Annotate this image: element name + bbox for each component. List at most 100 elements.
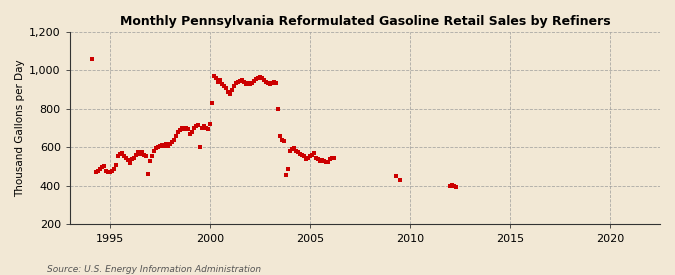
Point <box>136 150 147 155</box>
Point <box>134 152 145 156</box>
Point <box>198 124 209 128</box>
Point <box>151 146 161 151</box>
Point <box>279 139 290 143</box>
Point <box>97 164 107 169</box>
Point <box>95 166 105 171</box>
Point <box>138 153 149 157</box>
Point <box>211 76 221 80</box>
Point <box>182 127 193 131</box>
Point <box>178 127 189 131</box>
Point <box>109 166 119 171</box>
Point <box>140 154 151 158</box>
Point <box>240 82 251 86</box>
Point <box>246 81 257 85</box>
Point <box>238 80 249 84</box>
Point <box>194 145 205 150</box>
Point <box>292 150 303 155</box>
Point <box>304 154 315 158</box>
Point <box>290 149 301 153</box>
Point <box>294 152 305 156</box>
Point <box>317 158 327 162</box>
Point <box>321 160 331 164</box>
Point <box>209 74 219 78</box>
Point <box>118 154 129 158</box>
Point <box>167 139 178 144</box>
Point <box>281 173 292 178</box>
Point <box>286 147 297 152</box>
Point <box>172 130 183 134</box>
Point <box>165 141 176 146</box>
Point <box>130 153 141 157</box>
Point <box>113 154 124 158</box>
Point <box>184 132 195 136</box>
Point <box>161 141 171 146</box>
Point <box>242 81 253 85</box>
Point <box>302 156 313 160</box>
Point <box>196 126 207 130</box>
Point <box>284 149 295 153</box>
Point <box>116 151 127 155</box>
Point <box>148 149 159 153</box>
Point <box>327 156 338 160</box>
Point <box>207 101 217 105</box>
Point <box>163 144 173 149</box>
Point <box>275 134 286 138</box>
Point <box>282 166 293 171</box>
Point <box>310 156 321 160</box>
Point <box>329 156 340 160</box>
Point <box>273 107 284 111</box>
Point <box>250 77 261 81</box>
Point <box>298 154 309 158</box>
Point <box>105 169 115 174</box>
Point <box>107 168 117 173</box>
Point <box>200 126 211 130</box>
Point <box>271 81 281 85</box>
Point <box>190 124 201 128</box>
Point <box>101 168 111 173</box>
Point <box>202 127 213 131</box>
Point <box>256 76 267 80</box>
Point <box>86 57 97 61</box>
Point <box>296 153 307 157</box>
Point <box>176 126 187 130</box>
Point <box>126 157 137 161</box>
Point <box>221 86 232 90</box>
Point <box>153 145 163 150</box>
Point <box>115 152 126 156</box>
Point <box>447 183 458 187</box>
Point <box>263 81 273 85</box>
Point <box>323 160 333 164</box>
Point <box>99 164 109 168</box>
Title: Monthly Pennsylvania Reformulated Gasoline Retail Sales by Refiners: Monthly Pennsylvania Reformulated Gasoli… <box>119 15 610 28</box>
Point <box>142 172 153 177</box>
Point <box>308 151 319 155</box>
Point <box>391 174 402 178</box>
Point <box>132 150 143 155</box>
Point <box>186 130 197 134</box>
Y-axis label: Thousand Gallons per Day: Thousand Gallons per Day <box>15 59 25 197</box>
Point <box>450 185 461 189</box>
Point <box>288 146 299 151</box>
Point <box>394 178 405 182</box>
Point <box>103 170 113 175</box>
Point <box>215 78 225 82</box>
Point <box>300 157 311 161</box>
Point <box>180 126 191 130</box>
Point <box>157 142 167 147</box>
Point <box>225 91 236 96</box>
Point <box>144 159 155 163</box>
Point <box>228 84 239 88</box>
Point <box>174 128 185 132</box>
Point <box>213 80 223 84</box>
Point <box>90 169 101 174</box>
Point <box>120 156 131 160</box>
Point <box>254 75 265 79</box>
Point <box>277 138 288 142</box>
Point <box>252 76 263 80</box>
Point <box>122 158 133 162</box>
Text: Source: U.S. Energy Information Administration: Source: U.S. Energy Information Administ… <box>47 265 261 274</box>
Point <box>223 89 234 94</box>
Point <box>92 168 103 173</box>
Point <box>306 153 317 157</box>
Point <box>315 159 325 163</box>
